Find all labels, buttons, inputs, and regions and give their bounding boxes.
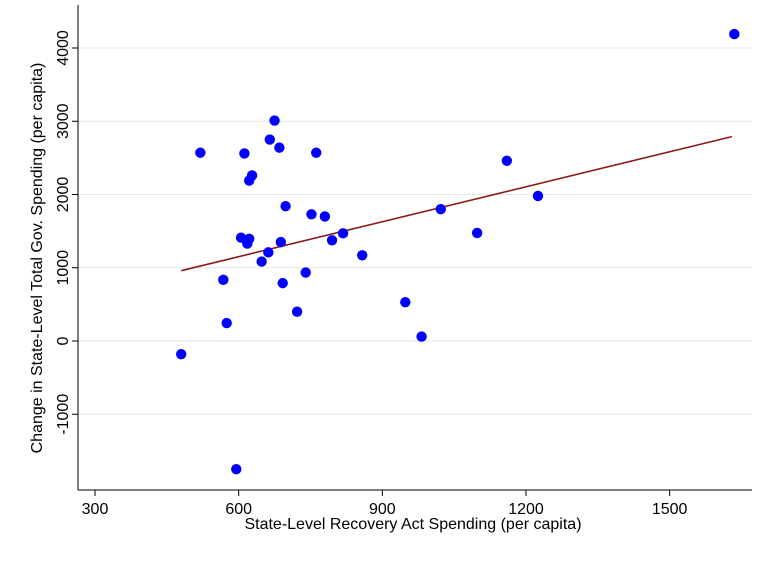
- x-tick-label: 300: [82, 501, 109, 518]
- data-point: [300, 267, 311, 278]
- data-point: [263, 247, 274, 258]
- x-tick-label: 1500: [652, 501, 688, 518]
- tick-labels: 300 600 900 1200 1500 -1000 0 1000 2000 3000 4000: [55, 30, 688, 518]
- data-point: [306, 209, 317, 220]
- data-point: [221, 317, 232, 329]
- fit-line-group: [181, 135, 733, 272]
- y-tick-label: 0: [55, 336, 72, 345]
- data-point: [400, 296, 411, 308]
- data-point: [319, 211, 331, 222]
- axes: [72, 5, 752, 496]
- y-tick-label: 1000: [55, 250, 72, 286]
- x-tick-label: 600: [225, 501, 252, 518]
- data-point: [218, 274, 229, 286]
- y-axis-label: Change in State-Level Total Gov. Spendin…: [29, 63, 46, 454]
- data-point: [532, 190, 544, 202]
- data-point: [274, 142, 285, 153]
- data-point: [244, 233, 255, 245]
- data-point: [275, 236, 287, 248]
- x-tick-label: 1200: [508, 501, 544, 518]
- y-tick-label: -1000: [55, 394, 72, 435]
- data-point: [729, 28, 740, 40]
- data-point: [337, 228, 349, 239]
- data-point: [311, 147, 322, 158]
- data-point: [246, 170, 258, 181]
- fit-line: [181, 135, 733, 272]
- data-point: [231, 463, 242, 475]
- data-point: [269, 115, 280, 126]
- data-point: [239, 148, 250, 159]
- y-tick-label: 2000: [55, 177, 72, 213]
- data-point: [501, 155, 513, 167]
- x-tick-label: 900: [369, 501, 396, 518]
- data-point: [176, 348, 187, 360]
- data-point: [195, 147, 206, 158]
- data-points: [176, 28, 740, 475]
- data-point: [471, 227, 483, 239]
- data-point: [416, 331, 427, 342]
- data-point: [435, 203, 446, 215]
- data-point: [264, 134, 275, 145]
- data-point: [357, 250, 368, 261]
- y-tick-label: 4000: [55, 30, 72, 66]
- y-tick-label: 3000: [55, 103, 72, 139]
- data-point: [326, 235, 338, 246]
- data-point: [291, 306, 303, 317]
- data-point: [256, 256, 267, 267]
- data-point: [277, 277, 288, 289]
- x-axis-label: State-Level Recovery Act Spending (per c…: [244, 516, 581, 533]
- data-point: [280, 201, 291, 212]
